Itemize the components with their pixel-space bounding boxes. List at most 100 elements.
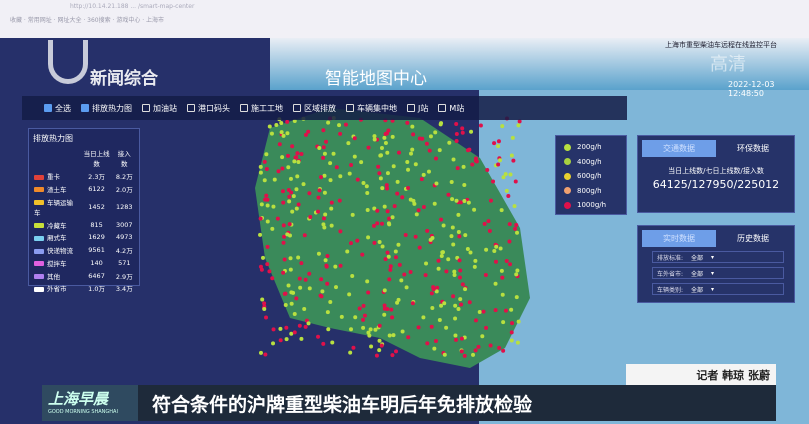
checkbox-icon bbox=[438, 104, 447, 112]
filter-checkbox[interactable]: 施工工地 bbox=[240, 103, 283, 114]
heat-dot bbox=[321, 216, 326, 221]
heat-dot bbox=[359, 160, 364, 165]
heat-dot bbox=[289, 301, 294, 306]
tab-realtime[interactable]: 实时数据 bbox=[642, 230, 716, 247]
truck-icon bbox=[34, 235, 44, 241]
heat-dot bbox=[288, 176, 293, 181]
heat-dot bbox=[284, 337, 289, 342]
filter-checkbox[interactable]: M站 bbox=[438, 103, 464, 114]
filter-checkbox[interactable]: 车辆集中地 bbox=[346, 103, 397, 114]
heat-dot bbox=[258, 232, 263, 237]
heat-dot bbox=[477, 309, 482, 314]
heat-dot bbox=[466, 200, 471, 205]
filter-checkbox[interactable]: 全选 bbox=[44, 103, 71, 114]
heat-dot bbox=[355, 177, 360, 182]
heat-dot bbox=[328, 299, 333, 304]
heat-dot bbox=[493, 308, 498, 313]
filter-checkbox[interactable]: 加油站 bbox=[142, 103, 177, 114]
filter-select[interactable]: 车辆类别: 全部 ▾ bbox=[652, 283, 784, 295]
legend-item: 1000g/h bbox=[564, 198, 618, 213]
filter-label: 区域排放 bbox=[304, 103, 336, 113]
heat-dot bbox=[473, 258, 478, 263]
heat-dot bbox=[364, 184, 369, 189]
filter-label: 港口码头 bbox=[198, 103, 230, 113]
tab-history[interactable]: 历史数据 bbox=[737, 234, 769, 243]
heat-dot bbox=[294, 187, 299, 192]
heat-dot bbox=[433, 339, 438, 344]
filter-label: 加油站 bbox=[153, 103, 177, 113]
filter-select[interactable]: 排放标准: 全部 ▾ bbox=[652, 251, 784, 263]
heat-dot bbox=[323, 258, 328, 263]
heat-dot bbox=[472, 207, 477, 212]
heat-dot bbox=[446, 257, 451, 262]
table-row[interactable]: 渣土车 6122 2.0万 bbox=[33, 183, 135, 196]
table-row[interactable]: 厢式车 1629 4973 bbox=[33, 231, 135, 244]
heat-dot bbox=[337, 198, 342, 203]
vehicle-type: 冷藏车 bbox=[47, 221, 67, 230]
heat-dot bbox=[434, 181, 439, 186]
heat-dot bbox=[457, 258, 462, 263]
address-bar[interactable]: http://10.14.21.188 ... /smart-map-cente… bbox=[70, 3, 195, 10]
filter-label: 施工工地 bbox=[251, 103, 283, 113]
heat-dot bbox=[473, 318, 478, 323]
table-row[interactable]: 快递物流 9561 4.2万 bbox=[33, 244, 135, 257]
tab-env-data[interactable]: 环保数据 bbox=[737, 144, 769, 153]
truck-icon bbox=[34, 200, 44, 206]
select-label: 车辆类别: bbox=[657, 286, 684, 294]
heat-dot bbox=[478, 123, 483, 128]
heat-dot bbox=[382, 303, 387, 308]
filter-checkbox[interactable]: 港口码头 bbox=[187, 103, 230, 114]
heat-dot bbox=[334, 165, 339, 170]
heat-dot bbox=[385, 171, 390, 176]
table-row[interactable]: 重卡 2.3万 8.2万 bbox=[33, 170, 135, 183]
heat-dot bbox=[393, 255, 398, 260]
heat-dot bbox=[361, 325, 366, 330]
table-row[interactable]: 车辆运输车 1452 1283 bbox=[33, 195, 135, 218]
heat-dot bbox=[434, 289, 439, 294]
heat-dot bbox=[258, 164, 263, 169]
filter-checkbox[interactable]: J站 bbox=[407, 103, 428, 114]
filter-checkbox[interactable]: 区域排放 bbox=[293, 103, 336, 114]
filter-select[interactable]: 车外省市: 全部 ▾ bbox=[652, 267, 784, 279]
filter-checkbox[interactable]: 排放热力图 bbox=[81, 103, 132, 114]
heat-dot bbox=[269, 131, 274, 136]
heat-dot bbox=[375, 221, 380, 226]
heat-dot bbox=[331, 151, 336, 156]
heat-dot bbox=[455, 166, 460, 171]
heat-dot bbox=[437, 148, 442, 153]
table-row[interactable]: 冷藏车 815 3007 bbox=[33, 218, 135, 231]
heat-dot bbox=[307, 286, 312, 291]
heat-dot bbox=[376, 164, 381, 169]
checkbox-icon bbox=[240, 104, 248, 112]
heat-dot bbox=[421, 315, 426, 320]
heat-dot bbox=[469, 129, 474, 134]
heat-dot bbox=[476, 344, 481, 349]
legend-label: 400g/h bbox=[577, 157, 602, 166]
heat-dot bbox=[436, 258, 441, 263]
heat-dot bbox=[353, 315, 358, 320]
bookmarks-bar[interactable]: 收藏 · 常用网址 · 网址大全 · 360搜索 · 游戏中心 · 上海市 bbox=[10, 17, 165, 24]
heat-dot bbox=[385, 209, 390, 214]
table-row[interactable]: 外省市 1.0万 3.4万 bbox=[33, 282, 135, 295]
truck-icon bbox=[34, 274, 44, 280]
table-row[interactable]: 其他 6467 2.9万 bbox=[33, 269, 135, 282]
heat-dot bbox=[460, 126, 465, 131]
tab-traffic-data[interactable]: 交通数据 bbox=[642, 140, 716, 157]
heat-dot bbox=[461, 164, 466, 169]
heat-dot bbox=[277, 142, 282, 147]
heat-dot bbox=[507, 239, 512, 244]
heat-dot bbox=[281, 223, 286, 228]
heat-dot bbox=[377, 171, 382, 176]
heat-dot bbox=[439, 303, 444, 308]
heat-dot bbox=[292, 311, 297, 316]
heat-dot bbox=[432, 201, 437, 206]
table-row[interactable]: 搅拌车 140 571 bbox=[33, 256, 135, 269]
heat-dot bbox=[299, 151, 304, 156]
heat-dot bbox=[355, 238, 360, 243]
heat-dot bbox=[285, 119, 290, 124]
heat-dot bbox=[350, 273, 355, 278]
heat-dot bbox=[278, 326, 283, 331]
heat-dot bbox=[499, 268, 504, 273]
heat-dot bbox=[488, 343, 493, 348]
heat-dot bbox=[286, 188, 291, 193]
